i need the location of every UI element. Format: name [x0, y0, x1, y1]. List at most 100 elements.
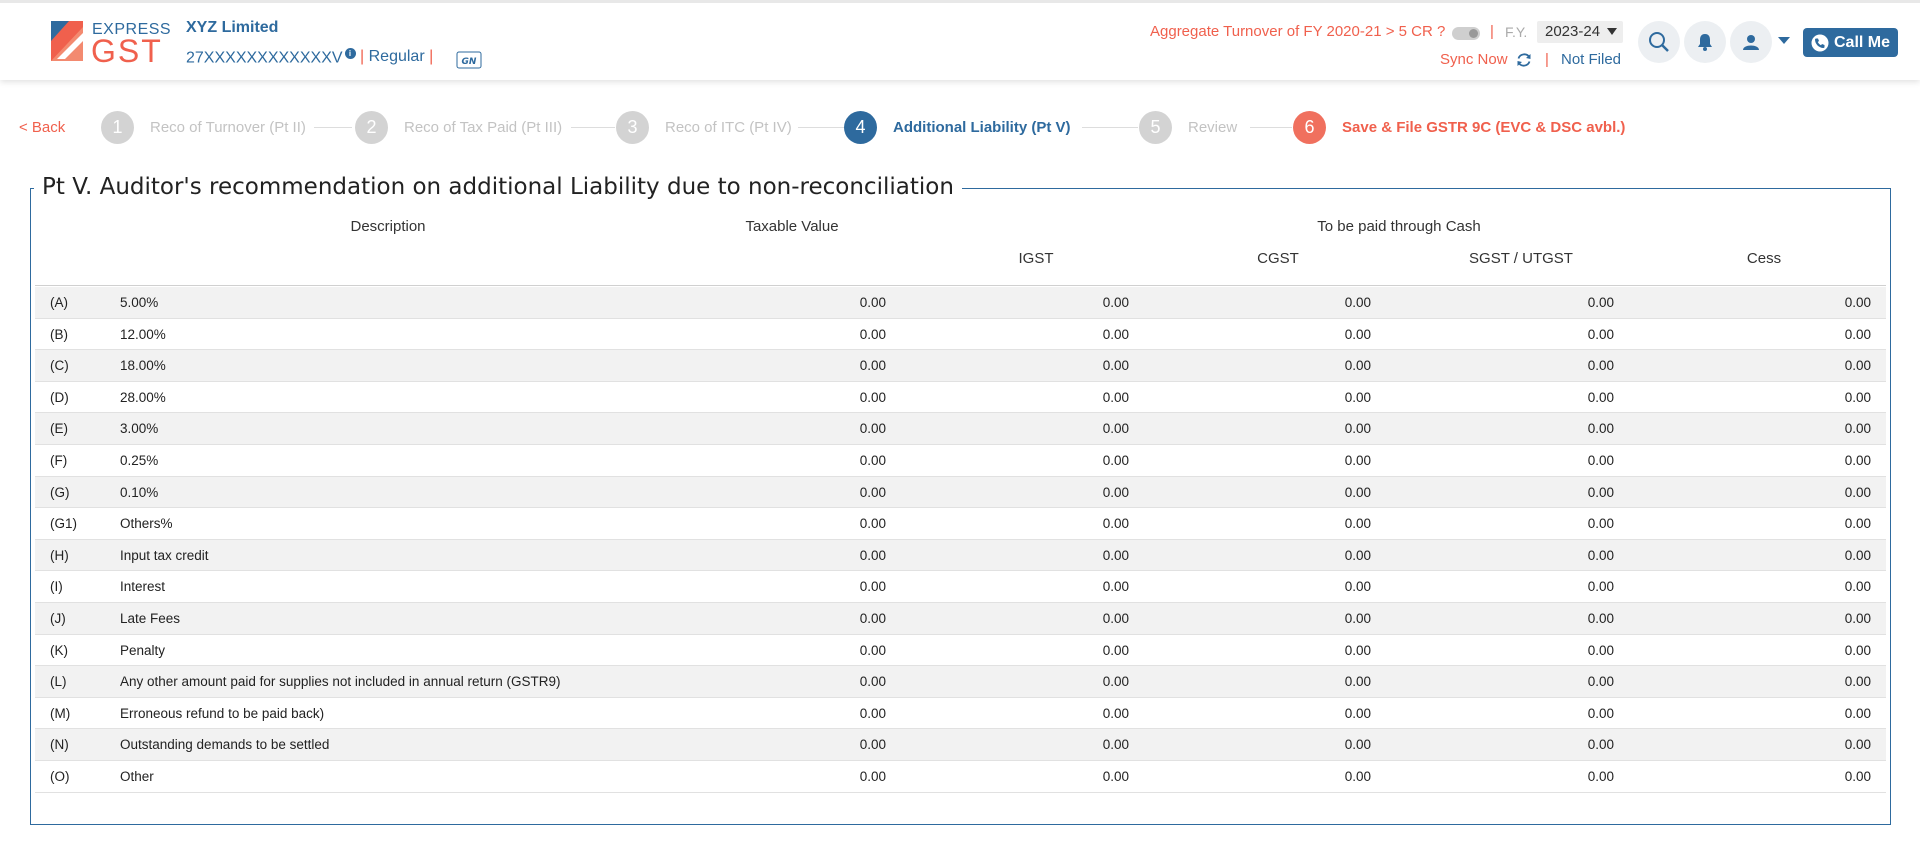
taxable-value-cell[interactable]: 0.00 — [859, 737, 886, 753]
sgst-utgst-cell[interactable]: 0.00 — [1587, 642, 1614, 658]
refresh-icon[interactable] — [1515, 51, 1533, 69]
cess-cell[interactable]: 0.00 — [1844, 768, 1871, 784]
cgst-cell[interactable]: 0.00 — [1344, 421, 1371, 437]
info-icon[interactable]: i — [344, 48, 356, 59]
user-menu-button[interactable] — [1730, 21, 1772, 63]
express-gst-logo[interactable]: EXPRESS GST — [47, 19, 171, 69]
sgst-utgst-cell[interactable]: 0.00 — [1587, 326, 1614, 342]
sgst-utgst-cell[interactable]: 0.00 — [1587, 705, 1614, 721]
taxable-value-cell[interactable]: 0.00 — [859, 610, 886, 626]
igst-cell[interactable]: 0.00 — [1102, 674, 1129, 690]
sgst-utgst-cell[interactable]: 0.00 — [1587, 452, 1614, 468]
step-reco-tax-paid[interactable]: 2 Reco of Tax Paid (Pt III) — [355, 110, 562, 144]
sgst-utgst-cell[interactable]: 0.00 — [1587, 547, 1614, 563]
taxable-value-cell[interactable]: 0.00 — [859, 674, 886, 690]
taxable-value-cell[interactable]: 0.00 — [859, 705, 886, 721]
sgst-utgst-cell[interactable]: 0.00 — [1587, 421, 1614, 437]
cgst-cell[interactable]: 0.00 — [1344, 484, 1371, 500]
step-review[interactable]: 5 Review — [1139, 110, 1237, 144]
taxable-value-cell[interactable]: 0.00 — [859, 768, 886, 784]
notifications-button[interactable] — [1684, 21, 1726, 63]
cess-cell[interactable]: 0.00 — [1844, 452, 1871, 468]
taxable-value-cell[interactable]: 0.00 — [859, 295, 886, 310]
sgst-utgst-cell[interactable]: 0.00 — [1587, 484, 1614, 500]
cess-cell[interactable]: 0.00 — [1844, 674, 1871, 690]
sync-now-link[interactable]: Sync Now — [1440, 51, 1508, 68]
sgst-utgst-cell[interactable]: 0.00 — [1587, 674, 1614, 690]
igst-cell[interactable]: 0.00 — [1102, 610, 1129, 626]
taxable-value-cell[interactable]: 0.00 — [859, 484, 886, 500]
igst-cell[interactable]: 0.00 — [1102, 295, 1129, 310]
igst-cell[interactable]: 0.00 — [1102, 358, 1129, 374]
cgst-cell[interactable]: 0.00 — [1344, 389, 1371, 405]
chevron-down-icon[interactable] — [1778, 37, 1790, 44]
cgst-cell[interactable]: 0.00 — [1344, 642, 1371, 658]
cess-cell[interactable]: 0.00 — [1844, 421, 1871, 437]
sgst-utgst-cell[interactable]: 0.00 — [1587, 516, 1614, 532]
igst-cell[interactable]: 0.00 — [1102, 484, 1129, 500]
cgst-cell[interactable]: 0.00 — [1344, 516, 1371, 532]
search-button[interactable] — [1638, 21, 1680, 63]
igst-cell[interactable]: 0.00 — [1102, 389, 1129, 405]
cgst-cell[interactable]: 0.00 — [1344, 295, 1371, 310]
taxable-value-cell[interactable]: 0.00 — [859, 516, 886, 532]
step-reco-turnover[interactable]: 1 Reco of Turnover (Pt II) — [101, 110, 306, 144]
taxable-value-cell[interactable]: 0.00 — [859, 579, 886, 595]
taxable-value-cell[interactable]: 0.00 — [859, 421, 886, 437]
step-additional-liability[interactable]: 4 Additional Liability (Pt V) — [844, 110, 1071, 144]
igst-cell[interactable]: 0.00 — [1102, 579, 1129, 595]
igst-cell[interactable]: 0.00 — [1102, 705, 1129, 721]
cgst-cell[interactable]: 0.00 — [1344, 674, 1371, 690]
cgst-cell[interactable]: 0.00 — [1344, 768, 1371, 784]
igst-cell[interactable]: 0.00 — [1102, 547, 1129, 563]
cess-cell[interactable]: 0.00 — [1844, 579, 1871, 595]
table-row: (C) 18.00% 0.00 0.00 0.00 0.00 0.00 — [35, 350, 1886, 382]
cess-cell[interactable]: 0.00 — [1844, 642, 1871, 658]
sgst-utgst-cell[interactable]: 0.00 — [1587, 579, 1614, 595]
cess-cell[interactable]: 0.00 — [1844, 326, 1871, 342]
cgst-cell[interactable]: 0.00 — [1344, 610, 1371, 626]
cgst-cell[interactable]: 0.00 — [1344, 358, 1371, 374]
igst-cell[interactable]: 0.00 — [1102, 421, 1129, 437]
cess-cell[interactable]: 0.00 — [1844, 516, 1871, 532]
sgst-utgst-cell[interactable]: 0.00 — [1587, 389, 1614, 405]
taxable-value-cell[interactable]: 0.00 — [859, 642, 886, 658]
igst-cell[interactable]: 0.00 — [1102, 768, 1129, 784]
sgst-utgst-cell[interactable]: 0.00 — [1587, 295, 1614, 310]
fy-select[interactable]: 2023-24 — [1537, 21, 1623, 43]
step-save-file[interactable]: 6 Save & File GSTR 9C (EVC & DSC avbl.) — [1293, 110, 1625, 144]
cess-cell[interactable]: 0.00 — [1844, 358, 1871, 374]
cgst-cell[interactable]: 0.00 — [1344, 452, 1371, 468]
cess-cell[interactable]: 0.00 — [1844, 547, 1871, 563]
cgst-cell[interactable]: 0.00 — [1344, 705, 1371, 721]
cgst-cell[interactable]: 0.00 — [1344, 737, 1371, 753]
sgst-utgst-cell[interactable]: 0.00 — [1587, 358, 1614, 374]
igst-cell[interactable]: 0.00 — [1102, 452, 1129, 468]
call-me-button[interactable]: Call Me — [1803, 28, 1898, 57]
cess-cell[interactable]: 0.00 — [1844, 737, 1871, 753]
cess-cell[interactable]: 0.00 — [1844, 295, 1871, 310]
igst-cell[interactable]: 0.00 — [1102, 737, 1129, 753]
igst-cell[interactable]: 0.00 — [1102, 642, 1129, 658]
cess-cell[interactable]: 0.00 — [1844, 389, 1871, 405]
igst-cell[interactable]: 0.00 — [1102, 326, 1129, 342]
cgst-cell[interactable]: 0.00 — [1344, 579, 1371, 595]
sgst-utgst-cell[interactable]: 0.00 — [1587, 610, 1614, 626]
back-link[interactable]: < Back — [19, 119, 66, 136]
sgst-utgst-cell[interactable]: 0.00 — [1587, 768, 1614, 784]
cess-cell[interactable]: 0.00 — [1844, 705, 1871, 721]
taxable-value-cell[interactable]: 0.00 — [859, 547, 886, 563]
cgst-cell[interactable]: 0.00 — [1344, 547, 1371, 563]
taxable-value-cell[interactable]: 0.00 — [859, 389, 886, 405]
step-reco-itc[interactable]: 3 Reco of ITC (Pt IV) — [616, 110, 792, 144]
gsn-icon[interactable]: GN — [456, 51, 482, 69]
igst-cell[interactable]: 0.00 — [1102, 516, 1129, 532]
taxable-value-cell[interactable]: 0.00 — [859, 452, 886, 468]
cess-cell[interactable]: 0.00 — [1844, 484, 1871, 500]
sgst-utgst-cell[interactable]: 0.00 — [1587, 737, 1614, 753]
taxable-value-cell[interactable]: 0.00 — [859, 358, 886, 374]
taxable-value-cell[interactable]: 0.00 — [859, 326, 886, 342]
cess-cell[interactable]: 0.00 — [1844, 610, 1871, 626]
aggregate-turnover-toggle[interactable] — [1452, 27, 1480, 40]
cgst-cell[interactable]: 0.00 — [1344, 326, 1371, 342]
